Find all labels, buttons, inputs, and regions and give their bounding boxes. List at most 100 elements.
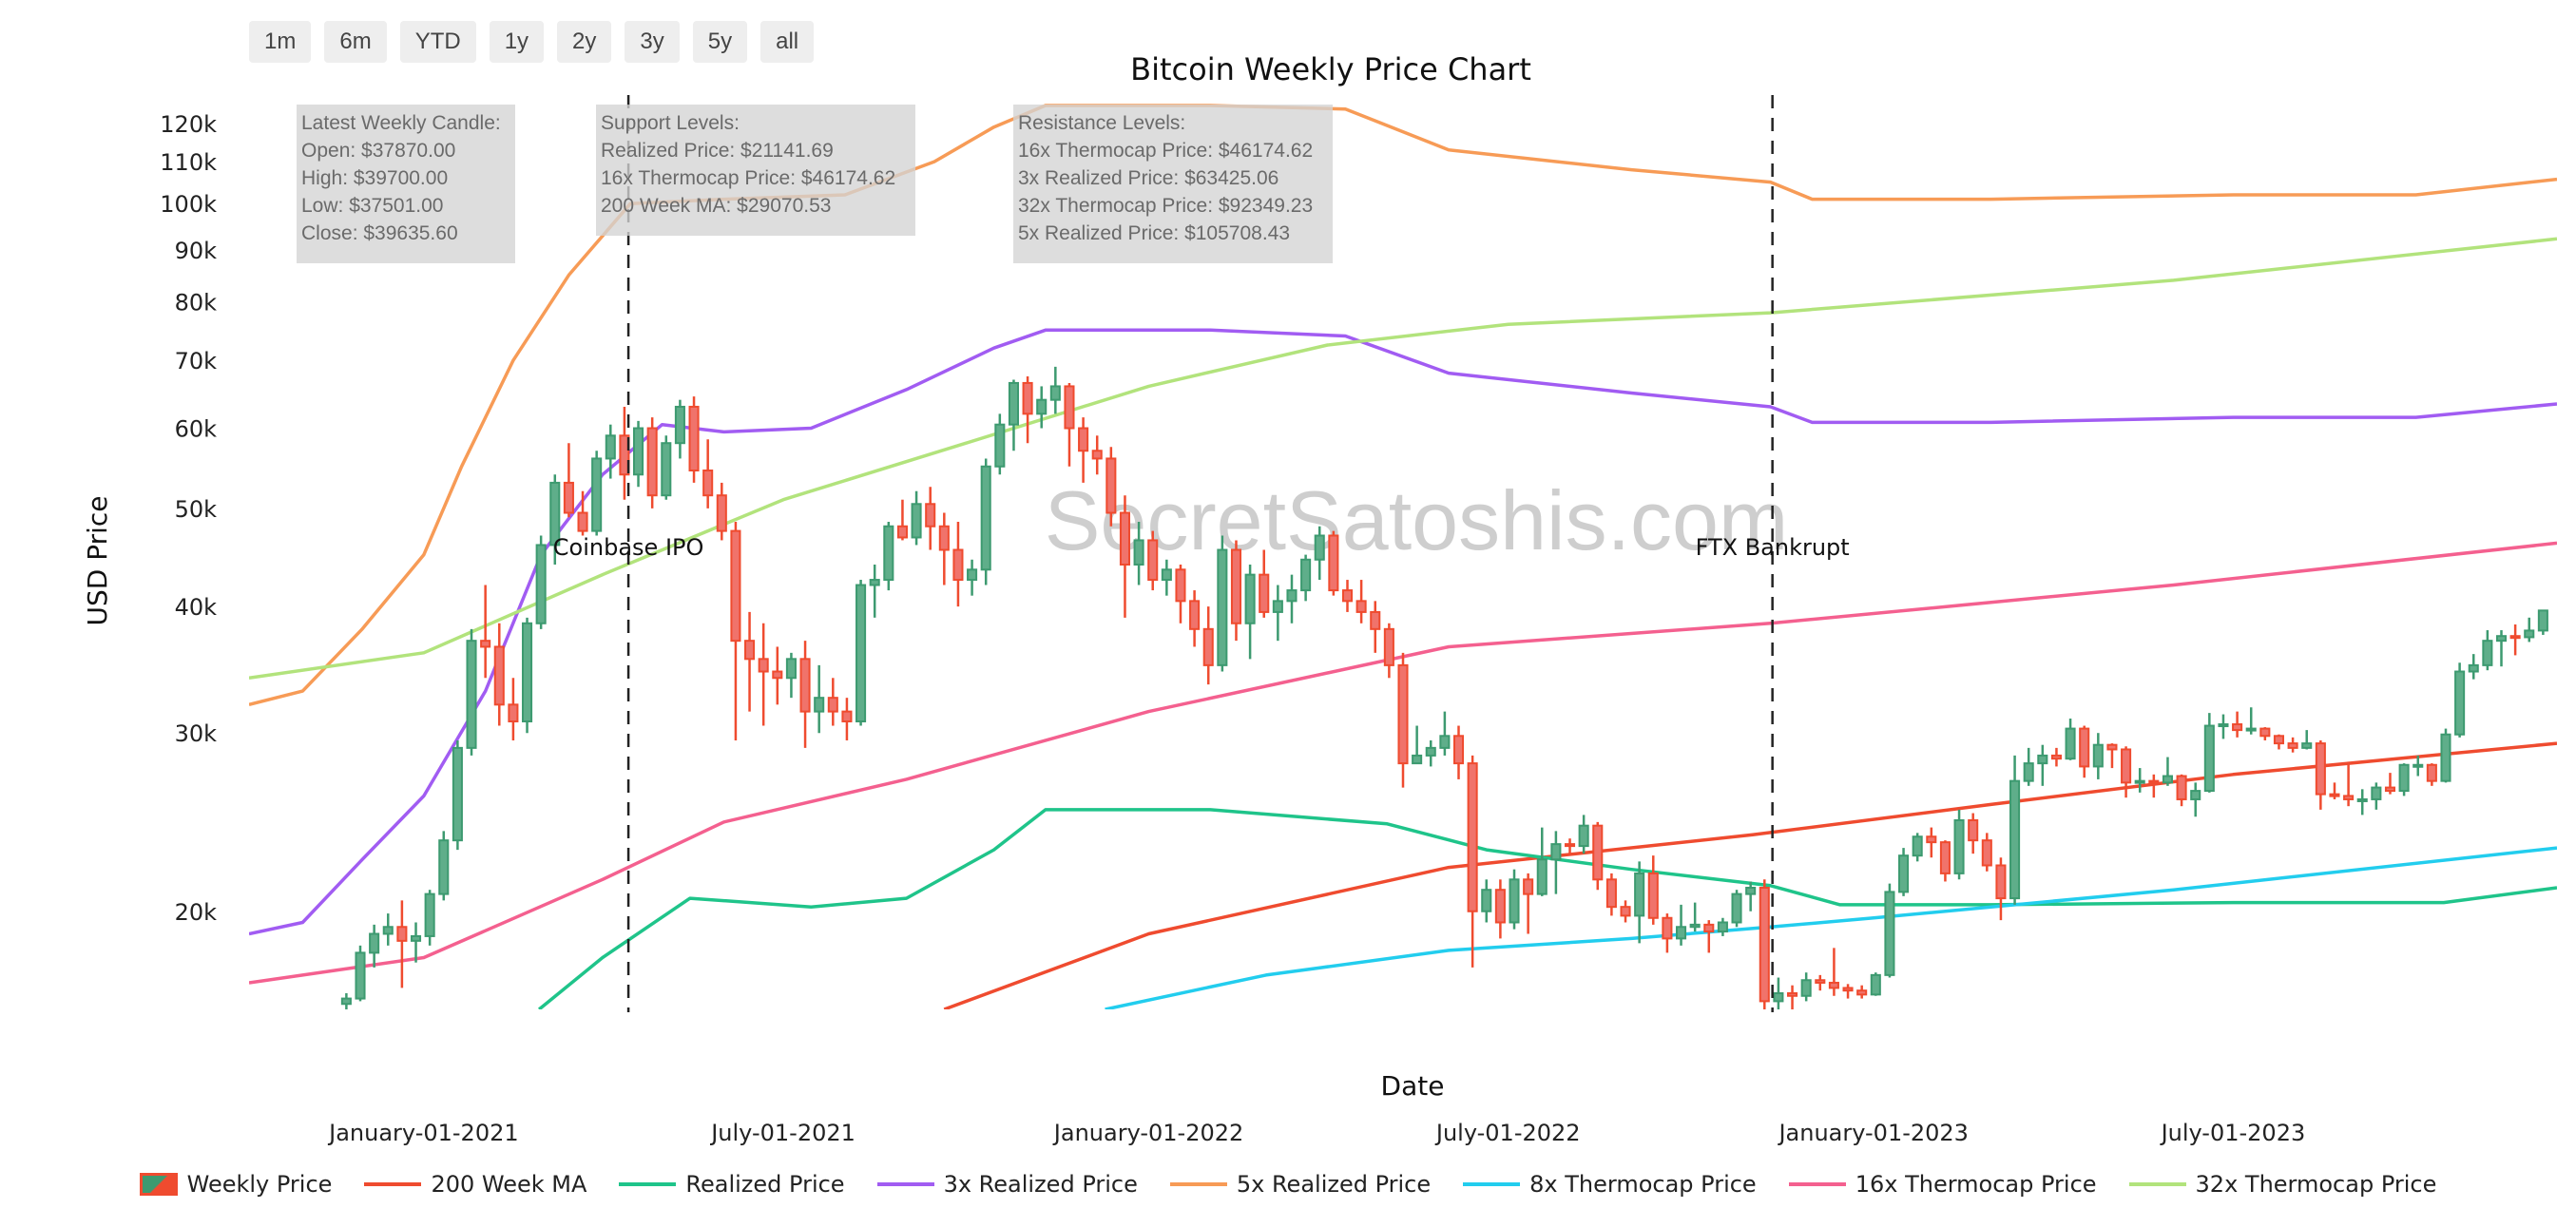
candle-body [1202,627,1214,666]
candle [1412,725,1423,765]
candle [2121,746,2132,798]
candle-body [1634,872,1645,917]
candle [493,623,505,726]
legend-item-200-week-ma[interactable]: 200 Week MA [364,1171,586,1198]
candle-body [883,525,894,582]
info-box-line: 32x Thermocap Price: $92349.23 [1018,195,1313,217]
candle-body [1397,663,1409,765]
candle [896,499,908,541]
candle-body [952,548,964,582]
candle-body [1550,843,1562,861]
candle-body [1564,843,1576,848]
candle [841,698,853,740]
candle [1703,920,1715,953]
candle [2287,737,2298,753]
candle [1592,821,1604,891]
info-box-line: 16x Thermocap Price: $46174.62 [1018,140,1313,162]
candle [1425,739,1436,767]
candle [633,420,644,488]
candle [2273,734,2285,750]
candle-body [1689,923,1701,929]
info-box-line: Close: $39635.60 [301,222,458,244]
candle [2413,755,2424,777]
info-box-line: 200 Week MA: $29070.53 [601,195,831,217]
chart-title: Bitcoin Weekly Price Chart [1130,51,1531,87]
candle [2384,773,2396,795]
info-box: Support Levels: Realized Price: $21141.69… [596,105,915,236]
candle-body [2162,775,2173,784]
candle-body [577,511,588,532]
candle [1467,755,1478,968]
legend-item-5x-realized-price[interactable]: 5x Realized Price [1169,1171,1431,1198]
candle-body [1968,818,1979,842]
legend-item-8x-thermocap-price[interactable]: 8x Thermocap Price [1463,1171,1757,1198]
watermark: SecretSatoshis.com [1045,473,1789,567]
range-button-3y[interactable]: 3y [625,21,680,63]
candle-body [1620,906,1631,917]
legend-item-32x-thermocap-price[interactable]: 32x Thermocap Price [2128,1171,2436,1198]
line-swatch-icon [1463,1182,1521,1186]
info-box-line: Resistance Levels: [1018,112,1185,134]
candle [661,435,672,500]
candle [1161,559,1172,596]
candle-body [1105,457,1117,514]
candle [2495,630,2508,667]
candle [1536,827,1548,896]
candle [340,992,352,1009]
y-tick-label: 100k [160,191,217,218]
candle [1008,379,1019,451]
candle-body [1578,824,1589,848]
candle-body [2426,763,2437,782]
candle-body [1884,891,1895,976]
candle [521,617,533,734]
candle [716,482,727,541]
candle [1662,913,1673,953]
candle-body [688,405,700,472]
candle-body [355,951,366,1000]
candle-body [549,481,561,547]
candle [1939,840,1951,882]
legend-item-weekly-price[interactable]: Weekly Price [139,1171,332,1198]
candle-body [619,434,630,476]
candle [1272,585,1283,642]
candle-body [1939,841,1951,874]
info-box-line: Latest Weekly Candle: [301,112,501,134]
candle [1244,565,1256,660]
candle [1995,857,2007,921]
legend-item-realized-price[interactable]: Realized Price [619,1171,845,1198]
candle-body [2343,795,2355,800]
candle-body [1328,534,1339,592]
candle [1731,890,1742,928]
candle-body [980,465,991,571]
candle-body [785,658,797,680]
axes: 20k 30k 40k 50k 60k 70k 80k 90k 100k 110k 120k Janu… [160,111,2305,1146]
candle-body [633,427,644,476]
x-tick-label: January-01-2023 [1777,1120,1969,1146]
range-button-1y[interactable]: 1y [489,21,545,63]
range-button-2y[interactable]: 2y [557,21,612,63]
candle-body [938,525,950,551]
candle [1953,809,1965,880]
y-tick-label: 60k [175,416,218,443]
candle-body [2329,793,2340,797]
event-label: Coinbase IPO [553,534,704,561]
range-button-5y[interactable]: 5y [692,21,748,63]
legend-item-3x-realized-price[interactable]: 3x Realized Price [876,1171,1138,1198]
range-button-1m[interactable]: 1m [249,21,312,63]
range-button-all[interactable]: all [760,21,815,63]
candle-body [591,457,603,532]
candle-body [1912,835,1923,857]
candle-body [730,529,741,643]
range-button-ytd[interactable]: YTD [399,21,476,63]
candle-body [911,503,922,539]
candle-body [1259,573,1270,613]
candle [452,739,463,851]
candle-body [925,503,936,528]
range-button-6m[interactable]: 6m [324,21,387,63]
candle [1884,883,1895,978]
legend-item-16x-thermocap-price[interactable]: 16x Thermocap Price [1788,1171,2097,1198]
candle-body [2148,779,2160,784]
candle-body [1981,839,1992,867]
series-line-5x-realized-price [249,104,2557,706]
